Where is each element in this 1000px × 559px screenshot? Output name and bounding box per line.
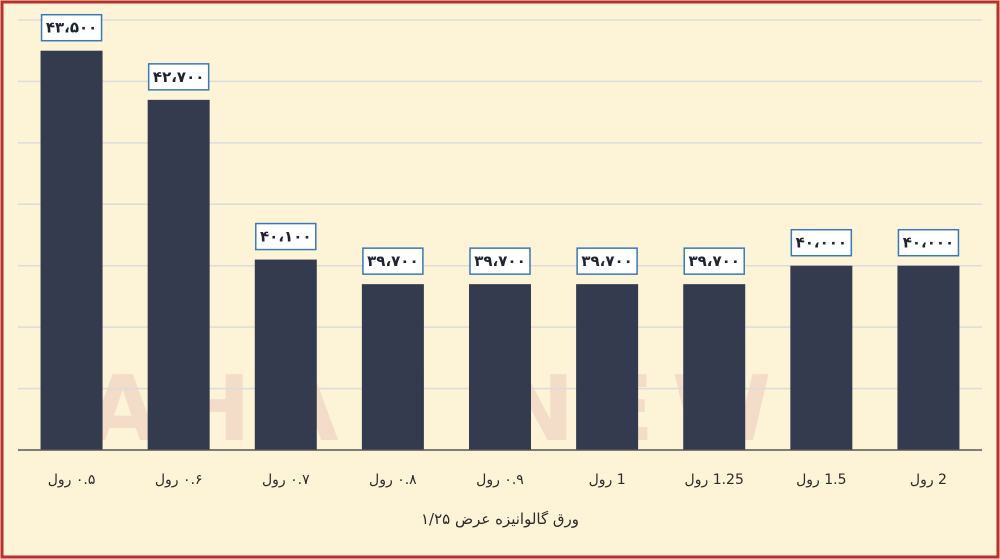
x-tick-label: 1.25 رول: [685, 472, 744, 488]
bar: [469, 284, 531, 450]
bar: [683, 284, 746, 450]
data-label: ۳۹،۷۰۰: [474, 252, 525, 270]
data-label: ۴۰،۰۰۰: [903, 234, 954, 252]
x-tick-label: 1.5 رول: [796, 472, 846, 488]
bar: [576, 284, 639, 450]
bar: [897, 265, 960, 450]
data-label-box: [147, 63, 210, 91]
data-label-box: [683, 247, 745, 275]
data-label: ۳۹،۷۰۰: [367, 252, 418, 270]
x-tick-label: 1 رول: [589, 472, 626, 488]
data-label: ۳۹،۷۰۰: [581, 252, 632, 270]
x-axis-label: ورق گالوانیزه عرض ۱/۲۵: [421, 510, 579, 528]
data-label-box: [897, 228, 960, 257]
bar: [790, 265, 853, 450]
x-tick-label: ۰.۵ رول: [48, 472, 96, 488]
x-tick-label: ۰.۷ رول: [262, 472, 310, 488]
data-label-box: [790, 228, 853, 257]
x-tick-label: ۰.۸ رول: [369, 472, 417, 488]
x-tick-label: ۰.۶ رول: [155, 472, 203, 488]
data-label: ۳۹،۷۰۰: [688, 252, 739, 270]
x-tick-label: 2 رول: [910, 472, 947, 488]
data-label: ۴۰،۰۰۰: [796, 234, 847, 252]
data-label-box: [469, 247, 531, 275]
data-label: ۴۲،۷۰۰: [153, 68, 204, 86]
data-label: ۴۰،۱۰۰: [260, 228, 311, 246]
x-tick-labels: ۰.۵ رول ۰.۶ رول ۰.۷ رول ۰.۸ رول ۰.۹ رول 1 رول…: [48, 472, 947, 488]
data-label-box: [362, 247, 424, 275]
bar: [40, 50, 103, 450]
x-tick-label: ۰.۹ رول: [476, 472, 524, 488]
bars: [40, 50, 960, 450]
bar: [254, 259, 317, 450]
data-label-box: [255, 222, 317, 251]
data-labels: ۴۳،۵۰۰ ۴۲،۷۰۰ ۴۰،۱۰۰ ۳۹،۷۰۰ ۳۹،۷۰۰ ۳۹،۷۰۰ ۳۹،۷…: [40, 13, 960, 275]
bar: [361, 284, 424, 450]
data-label-box: [576, 247, 638, 275]
data-label-box: [40, 13, 103, 42]
data-label: ۴۳،۵۰۰: [46, 19, 97, 37]
bar: [147, 99, 210, 450]
